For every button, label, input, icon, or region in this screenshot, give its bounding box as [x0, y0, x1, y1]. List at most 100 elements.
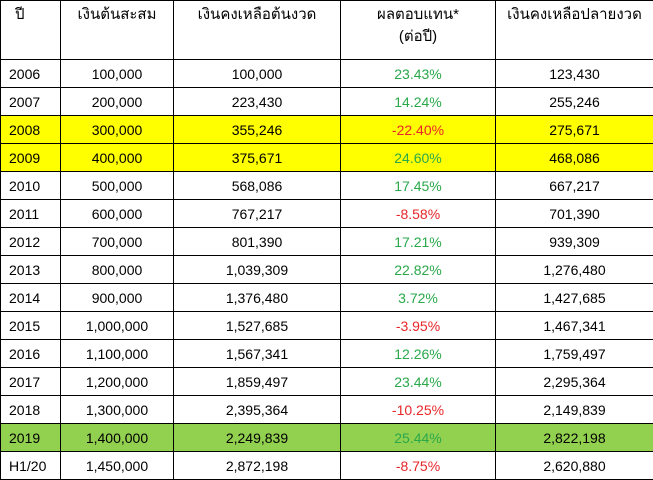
year-cell: 2013 [1, 256, 61, 284]
table-cell: 2,872,198 [174, 452, 341, 480]
table-cell: 1,527,685 [174, 312, 341, 340]
header-cell: เงินคงเหลือต้นงวด [174, 1, 341, 60]
table-cell: -8.75% [341, 452, 496, 480]
table-cell: 14.24% [341, 88, 496, 116]
table-cell: 400,000 [61, 144, 174, 172]
table-cell: 3.72% [341, 284, 496, 312]
table-cell: 1,450,000 [61, 452, 174, 480]
table-cell: 2,395,364 [174, 396, 341, 424]
table-cell: 23.43% [341, 60, 496, 88]
table-cell: -3.95% [341, 312, 496, 340]
year-cell: 2014 [1, 284, 61, 312]
table-cell: 1,759,497 [496, 340, 653, 368]
table-cell: 2,620,880 [496, 452, 653, 480]
year-cell: 2006 [1, 60, 61, 88]
table-cell: 568,086 [174, 172, 341, 200]
table-cell: 800,000 [61, 256, 174, 284]
table-cell: 100,000 [174, 60, 341, 88]
table-cell: -8.58% [341, 200, 496, 228]
table-cell: -22.40% [341, 116, 496, 144]
year-cell: H1/20 [1, 452, 61, 480]
table-cell: 17.21% [341, 228, 496, 256]
table-cell: 375,671 [174, 144, 341, 172]
year-cell: 2007 [1, 88, 61, 116]
table-cell: 1,000,000 [61, 312, 174, 340]
table-cell: 200,000 [61, 88, 174, 116]
table-cell: 1,859,497 [174, 368, 341, 396]
table-cell: 100,000 [61, 60, 174, 88]
year-cell: 2010 [1, 172, 61, 200]
year-cell: 2012 [1, 228, 61, 256]
table-cell: 500,000 [61, 172, 174, 200]
table-cell: 1,567,341 [174, 340, 341, 368]
year-cell: 2016 [1, 340, 61, 368]
table-cell: 23.44% [341, 368, 496, 396]
table-cell: 1,400,000 [61, 424, 174, 452]
header-row: ปีเงินต้นสะสมเงินคงเหลือต้นงวดผลตอบแทน*(… [1, 1, 653, 60]
table-cell: 300,000 [61, 116, 174, 144]
table-cell: 767,217 [174, 200, 341, 228]
table-cell: 1,200,000 [61, 368, 174, 396]
table-cell: 667,217 [496, 172, 653, 200]
header-cell: เงินต้นสะสม [61, 1, 174, 60]
header-line: (ต่อปี) [341, 26, 495, 48]
table-cell: 2,149,839 [496, 396, 653, 424]
table-cell: 939,309 [496, 228, 653, 256]
table-cell: 2,249,839 [174, 424, 341, 452]
table-cell: 275,671 [496, 116, 653, 144]
table-cell: 1,039,309 [174, 256, 341, 284]
year-cell: 2011 [1, 200, 61, 228]
header-cell: ปี [1, 1, 61, 60]
table-cell: 2,822,198 [496, 424, 653, 452]
table-cell: 123,430 [496, 60, 653, 88]
year-cell: 2008 [1, 116, 61, 144]
table-cell: 468,086 [496, 144, 653, 172]
table-cell: 355,246 [174, 116, 341, 144]
table-cell: 1,376,480 [174, 284, 341, 312]
table-cell: 1,427,685 [496, 284, 653, 312]
table-cell: 1,276,480 [496, 256, 653, 284]
table-cell: 255,246 [496, 88, 653, 116]
table-cell: 24.60% [341, 144, 496, 172]
table-cell: 1,100,000 [61, 340, 174, 368]
table-cell: 900,000 [61, 284, 174, 312]
table-cell: 1,300,000 [61, 396, 174, 424]
table-cell: 1,467,341 [496, 312, 653, 340]
year-cell: 2015 [1, 312, 61, 340]
header-line: ผลตอบแทน* [341, 4, 495, 26]
year-cell: 2018 [1, 396, 61, 424]
table-cell: 701,390 [496, 200, 653, 228]
table-cell: 801,390 [174, 228, 341, 256]
header-cell: ผลตอบแทน*(ต่อปี) [341, 1, 496, 60]
year-cell: 2019 [1, 424, 61, 452]
table-cell: 12.26% [341, 340, 496, 368]
header-cell: เงินคงเหลือปลายงวด [496, 1, 653, 60]
table-cell: 25.44% [341, 424, 496, 452]
year-cell: 2009 [1, 144, 61, 172]
table-cell: 700,000 [61, 228, 174, 256]
table-cell: -10.25% [341, 396, 496, 424]
table-cell: 22.82% [341, 256, 496, 284]
table-cell: 223,430 [174, 88, 341, 116]
year-cell: 2017 [1, 368, 61, 396]
table-cell: 600,000 [61, 200, 174, 228]
table-cell: 17.45% [341, 172, 496, 200]
